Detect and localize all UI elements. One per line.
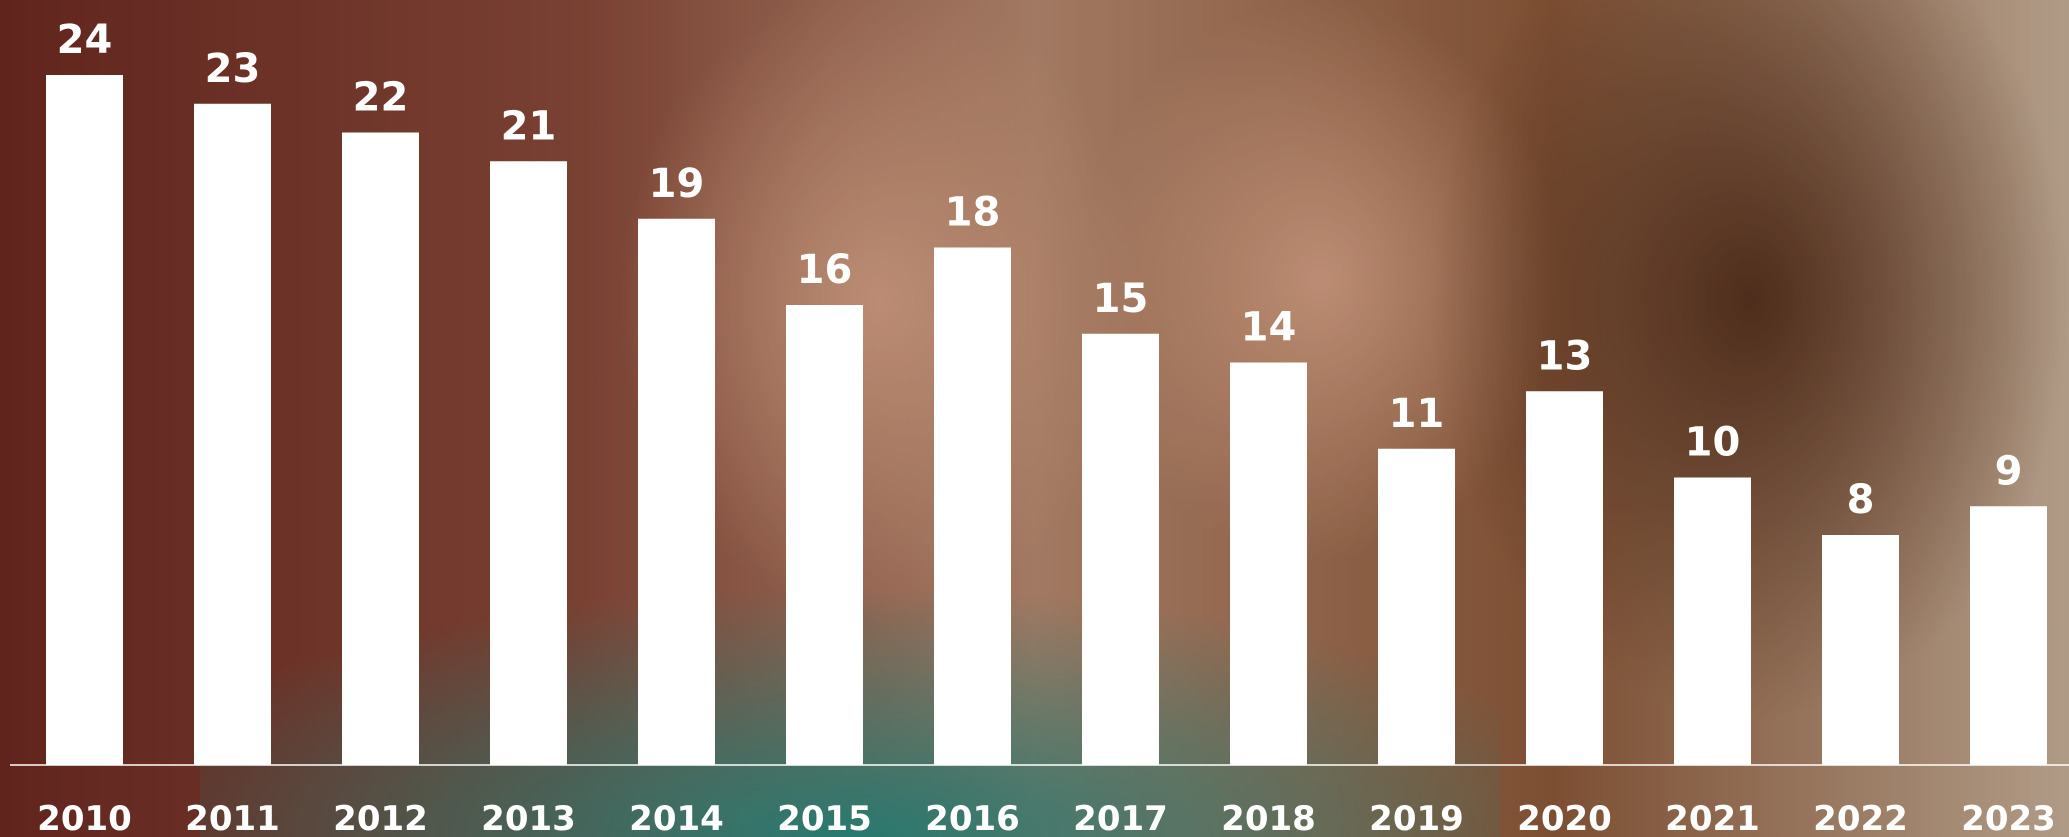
x-tick-label: 2017 (1073, 799, 1168, 837)
x-tick-label: 2019 (1369, 799, 1464, 837)
data-label: 16 (797, 247, 853, 293)
bar (1822, 535, 1899, 765)
background-face (1080, 0, 1560, 560)
bar (786, 305, 863, 765)
data-label: 22 (353, 75, 409, 121)
x-tick-label: 2015 (777, 799, 872, 837)
x-tick-label: 2012 (333, 799, 428, 837)
data-label: 13 (1537, 333, 1593, 379)
bar (934, 247, 1011, 765)
data-label: 15 (1093, 276, 1149, 322)
x-tick-label: 2023 (1961, 799, 2056, 837)
x-tick-label: 2013 (481, 799, 576, 837)
data-label: 19 (649, 161, 705, 207)
x-tick-label: 2016 (925, 799, 1020, 837)
bar (194, 103, 271, 765)
x-tick-label: 2020 (1517, 799, 1612, 837)
bar (1082, 333, 1159, 765)
bar (46, 75, 123, 765)
x-tick-label: 2022 (1813, 799, 1908, 837)
bar (1970, 506, 2047, 765)
bar (1378, 448, 1455, 765)
data-label: 8 (1847, 477, 1875, 523)
data-label: 10 (1685, 420, 1741, 466)
data-label: 24 (57, 17, 113, 63)
bar (1674, 477, 1751, 765)
x-tick-label: 2018 (1221, 799, 1316, 837)
x-tick-label: 2011 (185, 799, 280, 837)
x-tick-label: 2014 (629, 799, 724, 837)
data-label: 18 (945, 190, 1001, 236)
data-label: 9 (1995, 448, 2023, 494)
data-label: 23 (205, 46, 261, 92)
data-label: 14 (1241, 305, 1297, 351)
x-tick-label: 2021 (1665, 799, 1760, 837)
data-label: 11 (1389, 391, 1445, 437)
bar (638, 218, 715, 765)
bar (490, 161, 567, 765)
data-label: 21 (501, 103, 557, 149)
bar (1230, 362, 1307, 765)
bar (342, 132, 419, 765)
x-tick-label: 2010 (37, 799, 132, 837)
bar (1526, 391, 1603, 765)
